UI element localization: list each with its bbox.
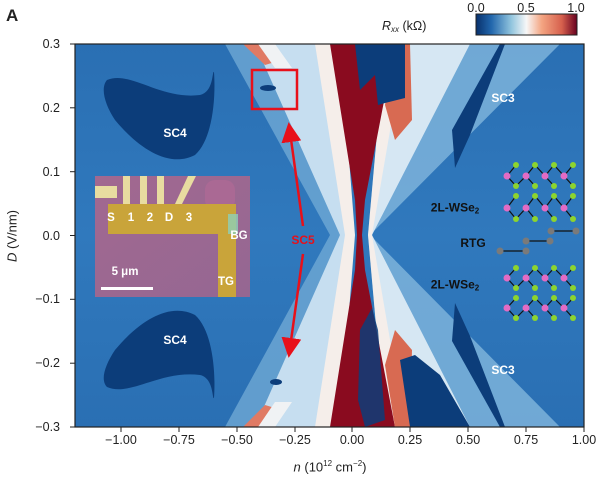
x-axis-symbol: n: [293, 459, 301, 475]
x-tick-label: −0.50: [221, 433, 253, 447]
colorbar-title-unit: (kΩ): [402, 19, 427, 33]
sc4-bottom-region: [103, 310, 215, 399]
inset-contact-s: S: [107, 212, 115, 224]
inset-contact-2: 2: [146, 212, 154, 224]
x-tick-label: 1.00: [571, 433, 597, 447]
panel-label: A: [6, 6, 19, 25]
device-micrograph-inset: [95, 176, 250, 297]
y-tick-label: −0.1: [35, 292, 60, 306]
x-axis-unit-pre: (10: [304, 459, 324, 475]
y-axis-unit: (V/nm): [4, 209, 20, 249]
inset-contact-3: 3: [185, 212, 193, 224]
label-sc3-bottom: SC3: [491, 363, 515, 377]
inset-bg-label: BG: [230, 230, 248, 242]
x-tick-label: 0.50: [455, 433, 481, 447]
y-tick-label: 0.2: [42, 101, 60, 115]
label-sc4-bottom: SC4: [163, 333, 187, 347]
schematic-label-top-wse2: 2L-WSe2: [431, 201, 479, 216]
x-tick-label: −0.25: [279, 433, 311, 447]
sc5-arrow-down: [281, 253, 305, 358]
sc4-top-region: [103, 71, 215, 160]
x-axis-exp2: −2: [353, 459, 363, 468]
inset-contact-d: D: [164, 212, 174, 224]
schematic-top-layer-text: 2L-WSe: [430, 200, 475, 215]
y-tick-label: 0.3: [42, 37, 60, 51]
y-tick-label: 0.0: [42, 229, 60, 243]
label-sc5: SC5: [291, 233, 315, 247]
x-axis-label: n (1012 cm−2): [294, 459, 367, 474]
schematic-top-layer-sub: 2: [474, 206, 480, 216]
schematic-bottom-layer-text: 2L-WSe: [430, 277, 475, 292]
schematic-bottom-layer-sub: 2: [474, 283, 480, 293]
y-tick-marks: [70, 43, 75, 428]
colorbar-tick-0: 0.0: [467, 1, 485, 15]
x-axis-unit-mid: cm: [332, 459, 354, 475]
colorbar-title-symbol: R: [382, 19, 392, 33]
colorbar-title-subscript: xx: [391, 25, 400, 34]
sc3-top-region: [452, 44, 505, 168]
colorbar-tick-1: 0.5: [517, 1, 535, 15]
heterostructure-schematic: [496, 162, 580, 321]
colorbar-title: Rxx (kΩ): [382, 19, 426, 34]
x-axis-exp: 12: [323, 459, 333, 468]
inset-scalebar-label: 5 μm: [111, 266, 139, 278]
sc3-bottom-region: [452, 303, 505, 427]
y-tick-label: −0.2: [35, 356, 60, 370]
x-tick-label: 0.25: [397, 433, 423, 447]
x-tick-label: −1.00: [105, 433, 137, 447]
x-tick-marks: [120, 427, 585, 432]
sc5-arrow-up: [281, 122, 305, 227]
x-axis-unit-post: ): [362, 459, 367, 475]
colorbar: [475, 13, 578, 36]
label-sc4-top: SC4: [163, 126, 187, 140]
x-tick-label: −0.75: [163, 433, 195, 447]
colorbar-tick-2: 1.0: [567, 1, 585, 15]
y-tick-label: −0.3: [35, 420, 60, 434]
x-tick-label: 0.75: [513, 433, 539, 447]
inset-contact-1: 1: [127, 212, 135, 224]
y-axis-label: D (V/nm): [5, 210, 20, 262]
y-axis-symbol: D: [4, 252, 20, 263]
inset-tg-label: TG: [218, 276, 234, 288]
schematic-label-bottom-wse2: 2L-WSe2: [431, 278, 479, 293]
scalebar: [101, 287, 153, 290]
y-tick-label: 0.1: [42, 165, 60, 179]
label-sc3-top: SC3: [491, 91, 515, 105]
x-tick-label: 0.00: [339, 433, 365, 447]
schematic-label-rtg: RTG: [460, 236, 486, 250]
sc5-highlight-box: [250, 68, 299, 111]
